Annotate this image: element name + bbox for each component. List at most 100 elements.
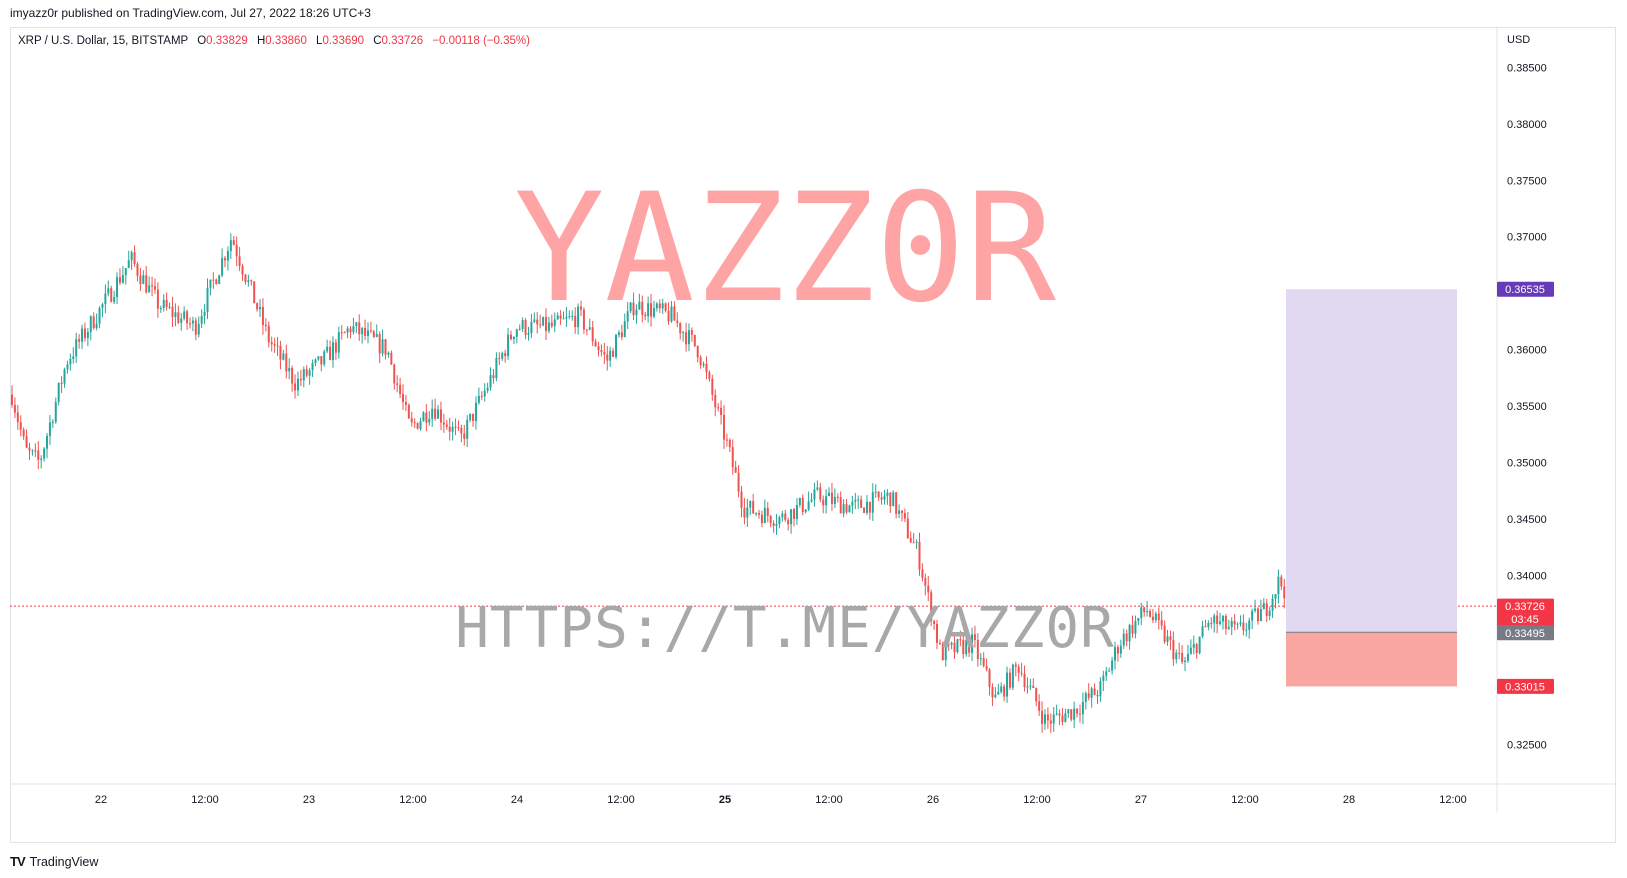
candle	[294, 374, 297, 399]
candle	[186, 309, 189, 330]
candle	[1078, 704, 1081, 723]
candle	[194, 317, 197, 341]
candle	[845, 499, 848, 515]
watermark-bottom: HTTPS://T.ME/YAZZ0R	[455, 596, 1115, 661]
candle	[355, 321, 358, 334]
candle	[509, 330, 512, 341]
candle	[1172, 631, 1175, 666]
candle	[644, 311, 647, 321]
candle	[801, 494, 804, 516]
candle	[580, 300, 583, 316]
target-price-tag: 0.36535	[1497, 281, 1554, 297]
candle	[1076, 708, 1079, 718]
candle	[1105, 666, 1108, 681]
candle	[1265, 598, 1268, 623]
candle	[1026, 677, 1029, 694]
candle	[883, 489, 886, 505]
candle	[1213, 613, 1216, 633]
candle	[836, 493, 839, 503]
candle	[1195, 642, 1198, 659]
candle	[422, 411, 425, 422]
candle	[918, 532, 921, 576]
candle	[527, 326, 530, 341]
price-axis: USD 0.38500 0.38000 0.37500 0.37000 0.36000 0.…	[1496, 28, 1547, 812]
candle	[658, 299, 661, 314]
candle	[973, 625, 976, 648]
candle	[766, 502, 769, 523]
x-tick-label: 27	[1135, 794, 1147, 806]
candle	[1256, 607, 1259, 625]
candle	[924, 573, 927, 596]
candle	[638, 293, 641, 310]
candle	[439, 401, 442, 431]
candle	[915, 539, 918, 549]
candle	[1067, 708, 1070, 719]
candle	[725, 433, 728, 447]
candle	[1064, 708, 1067, 723]
candle	[48, 415, 51, 445]
candle	[425, 404, 428, 432]
candle	[976, 633, 979, 667]
candle	[372, 329, 375, 339]
candle	[795, 498, 798, 525]
candle	[819, 482, 822, 503]
low-value: 0.33690	[322, 35, 365, 47]
candle	[241, 263, 244, 281]
candle	[495, 352, 498, 382]
candle	[632, 292, 635, 321]
candle	[1038, 694, 1041, 716]
candle	[466, 415, 469, 448]
candle	[807, 491, 810, 511]
candle	[1093, 683, 1096, 696]
candle	[1032, 678, 1035, 689]
candle	[1020, 662, 1023, 677]
candle	[57, 382, 60, 406]
candle	[623, 313, 626, 338]
candle	[54, 397, 57, 424]
candle	[203, 304, 206, 325]
candle	[641, 295, 644, 323]
profit-zone	[1286, 289, 1457, 633]
candle	[810, 493, 813, 503]
candle	[667, 302, 670, 325]
candle	[991, 683, 994, 707]
candle	[941, 641, 944, 661]
candle	[1143, 606, 1146, 617]
candle	[979, 652, 982, 666]
candle	[571, 310, 574, 321]
candle	[124, 267, 127, 285]
candle	[445, 419, 448, 430]
candle	[1084, 691, 1087, 710]
candle	[912, 532, 915, 544]
candle	[1160, 611, 1163, 630]
candle	[568, 310, 571, 320]
candle	[1116, 644, 1119, 662]
candle	[1014, 661, 1017, 677]
candle	[1008, 668, 1011, 690]
candle	[369, 321, 372, 334]
candle	[197, 316, 200, 338]
candle	[145, 265, 148, 294]
candle	[37, 441, 40, 470]
candle	[261, 298, 264, 335]
candle	[664, 302, 667, 313]
candle	[1219, 612, 1222, 626]
candle	[871, 483, 874, 521]
candle	[1283, 578, 1286, 609]
candle	[256, 302, 259, 312]
tradingview-logo-icon: TV	[10, 854, 26, 869]
candle	[1242, 614, 1245, 636]
candle	[722, 405, 725, 449]
candle	[1210, 617, 1213, 629]
footer[interactable]: TV TradingView	[10, 854, 98, 869]
candle	[997, 683, 1000, 695]
candle	[600, 344, 603, 357]
candle	[229, 233, 232, 259]
y-tick-label: 0.32500	[1507, 740, 1547, 752]
candle	[1192, 635, 1195, 655]
candle	[539, 314, 542, 329]
candle	[953, 634, 956, 659]
candle	[302, 366, 305, 388]
candle	[714, 389, 717, 417]
